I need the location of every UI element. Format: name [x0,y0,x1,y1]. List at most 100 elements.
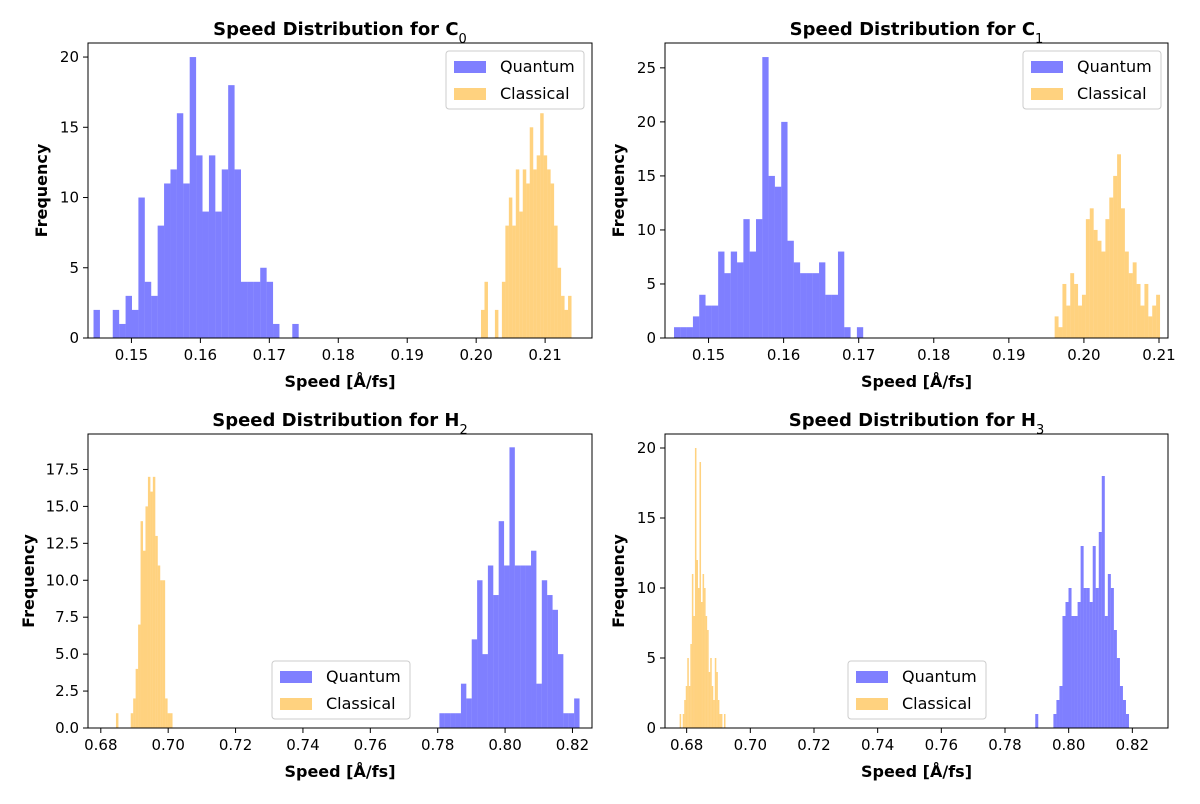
x-tick-label: 0.76 [354,736,387,754]
histogram-bar [547,169,551,338]
histogram-bar [520,565,526,728]
x-tick-label: 0.68 [670,736,703,754]
histogram-bar [138,197,145,338]
histogram-bar [1124,251,1129,338]
x-tick-label: 0.70 [151,736,184,754]
histogram-bar [674,327,681,338]
x-axis-label: Speed [Å/fs] [861,762,972,781]
legend-label-classical: Classical [326,694,396,713]
histogram-bar [505,225,509,338]
histogram-bar [202,211,209,338]
y-tick-label: 15 [60,118,79,136]
histogram-bar [147,476,151,728]
histogram-bar [515,169,520,338]
histogram-bar [819,262,826,338]
x-tick-label: 0.78 [421,736,454,754]
histogram-bar [1122,700,1126,728]
histogram-bar [152,476,156,728]
histogram-bar [183,183,190,338]
histogram-bar [1121,208,1125,338]
y-tick-label: 10.0 [46,571,79,589]
histogram-bar [260,267,267,338]
legend-label-classical: Classical [902,694,972,713]
axes-frame [87,433,593,729]
histogram-bar [170,169,177,338]
x-tick-label: 0.76 [925,736,958,754]
histogram-bar [482,654,488,728]
histogram-bar [167,713,171,728]
histogram-bar [525,565,532,728]
y-tick-label: 20 [637,113,656,131]
histogram-bar [493,595,499,728]
axes-frame [664,433,1169,729]
histogram-bar [831,294,838,338]
histogram-bar [1107,574,1111,728]
x-tick-label: 0.15 [692,346,725,364]
histogram-bar [247,281,254,338]
histogram-bar [704,588,706,728]
histogram-bar [508,197,513,338]
histogram-bar [682,714,685,728]
histogram-bar [711,305,719,338]
histogram-bar [1113,630,1117,728]
y-tick-label: 10 [637,221,656,239]
legend-swatch-classical [856,698,888,710]
y-tick-label: 10 [637,579,656,597]
x-tick-label: 0.72 [797,736,830,754]
histogram-bar [702,574,705,728]
histogram-bar [466,698,472,728]
x-axis-label: Speed [Å/fs] [284,372,395,391]
histogram-bar [806,273,813,338]
histogram-bar [536,155,541,338]
histogram-bar [1078,305,1082,338]
y-tick-label: 5 [69,259,79,277]
y-axis-label: Frequency [609,143,628,237]
x-tick-label: 0.80 [1052,736,1085,754]
histogram-bar [119,323,126,338]
histogram-bar [1058,327,1063,338]
histogram-bar [1062,283,1067,338]
x-axis-label: Speed [Å/fs] [861,372,972,391]
histogram-bar [825,294,832,338]
histogram-bar [519,211,523,338]
histogram-bar [720,714,723,728]
y-axis-label: Frequency [32,143,51,237]
histogram-bar [133,698,136,728]
histogram-bar [690,644,692,728]
x-tick-label: 0.17 [842,346,875,364]
histogram-bar [680,327,687,338]
chart-panel-2: 0.68 0.70 0.72 0.74 0.76 0.78 0.80 0.82 0.0 2.5 5.… [19,410,593,781]
chart-title-text: Speed Distribution for C [790,19,1035,40]
histogram-bar [743,219,750,338]
histogram-bar [1054,316,1059,338]
histogram-bar [125,295,132,338]
histogram-bar [160,580,163,728]
histogram-bar [176,113,184,339]
x-tick-label: 0.18 [917,346,950,364]
histogram-bar [1092,546,1096,728]
histogram-bar [234,169,241,338]
histogram-bar [685,686,688,728]
histogram-bar [164,183,171,338]
histogram-bar [522,169,527,338]
histogram-bar [477,580,483,728]
histogram-bar [112,309,120,338]
histogram-bar [170,713,173,728]
y-tick-label: 0.0 [55,719,79,737]
histogram-bar [130,713,134,728]
histogram-bar [1065,602,1069,728]
histogram-bar [781,121,788,338]
y-tick-label: 5 [646,275,656,293]
histogram-bar [684,700,686,728]
histogram-bar [504,565,510,728]
histogram-bar [1089,208,1094,338]
histogram-bar [701,602,703,728]
y-axis-label: Frequency [609,534,628,628]
histogram-bar [557,267,562,338]
chart-title-text: Speed Distribution for C [213,19,458,40]
x-tick-label: 0.80 [488,736,521,754]
histogram-bar [1117,154,1121,338]
chart-panel-3: 0.68 0.70 0.72 0.74 0.76 0.78 0.80 0.82 0 5 10 15 20… [609,410,1169,781]
histogram-bar [774,186,782,338]
